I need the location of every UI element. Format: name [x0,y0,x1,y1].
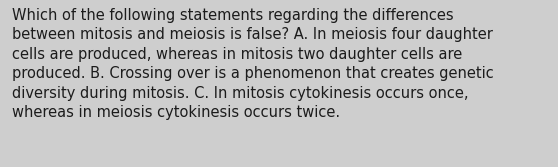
Text: Which of the following statements regarding the differences
between mitosis and : Which of the following statements regard… [12,8,494,120]
